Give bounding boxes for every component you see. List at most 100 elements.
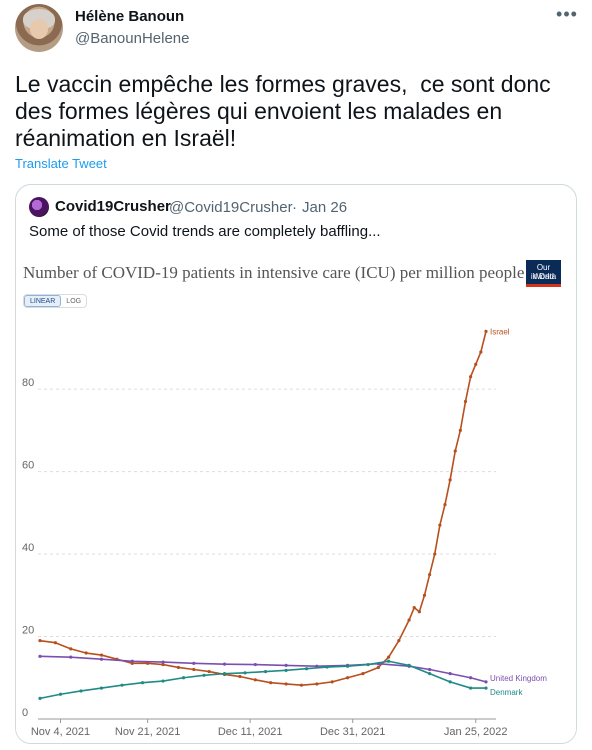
- series-point-united-kingdom-15: [469, 676, 473, 680]
- owid-logo: Our World in Data: [526, 260, 561, 287]
- series-point-united-kingdom-16: [484, 680, 488, 684]
- series-point-denmark-10: [243, 671, 247, 675]
- series-point-israel-18: [315, 682, 319, 686]
- series-point-united-kingdom-1: [69, 655, 73, 659]
- author-handle[interactable]: @BanounHelene: [75, 30, 190, 47]
- series-point-denmark-17: [386, 659, 391, 663]
- x-tick-label-0: Nov 4, 2021: [31, 726, 90, 738]
- more-horizontal-icon[interactable]: •••: [556, 4, 578, 24]
- series-point-denmark-11: [263, 669, 268, 674]
- series-point-denmark-15: [345, 664, 350, 668]
- y-tick-label-40: 40: [22, 542, 34, 554]
- series-point-israel-19: [330, 680, 334, 684]
- series-point-israel-34: [453, 449, 457, 453]
- series-point-israel-25: [407, 618, 411, 622]
- x-tick-label-3: Dec 31, 2021: [320, 726, 385, 738]
- series-point-israel-32: [443, 502, 447, 507]
- x-tick-label-1: Nov 21, 2021: [115, 726, 180, 738]
- series-point-denmark-7: [181, 676, 186, 680]
- quoted-tweet[interactable]: Covid19Crusher @Covid19Crusher · Jan 26 …: [15, 184, 577, 744]
- series-point-denmark-6: [161, 679, 165, 683]
- series-point-israel-24: [397, 639, 401, 643]
- series-point-denmark-9: [222, 672, 227, 676]
- series-point-israel-37: [469, 375, 473, 379]
- owid-logo-line1: Our World: [533, 263, 554, 281]
- x-tick-label-4: Jan 25, 2022: [444, 726, 508, 738]
- quoted-author-handle[interactable]: @Covid19Crusher: [169, 199, 293, 216]
- series-point-israel-35: [458, 428, 462, 432]
- quoted-text: Some of those Covid trends are completel…: [29, 223, 381, 240]
- series-point-denmark-21: [469, 686, 473, 690]
- quoted-date[interactable]: Jan 26: [302, 199, 348, 216]
- series-label-denmark: Denmark: [490, 688, 523, 697]
- series-point-united-kingdom-14: [448, 672, 452, 676]
- tweet-text: Le vaccin empêche les formes graves, ce …: [15, 71, 551, 151]
- series-line-israel: [39, 331, 487, 686]
- author-avatar[interactable]: [15, 4, 63, 52]
- log-toggle: LOG: [66, 298, 82, 305]
- y-tick-label-80: 80: [22, 377, 34, 389]
- series-point-israel-31: [438, 523, 442, 527]
- series-point-denmark-12: [284, 668, 288, 672]
- series-point-israel-13: [238, 674, 242, 679]
- series-point-denmark-18: [407, 663, 411, 667]
- series-point-united-kingdom-5: [192, 661, 196, 665]
- series-point-united-kingdom-0: [38, 654, 42, 658]
- series-point-israel-29: [428, 573, 432, 577]
- author-display-name[interactable]: Hélène Banoun: [75, 8, 185, 25]
- avatar-face: [30, 19, 48, 39]
- series-point-israel-1: [53, 641, 57, 645]
- y-tick-label-60: 60: [22, 460, 34, 472]
- series-point-united-kingdom-2: [99, 657, 104, 661]
- series-point-denmark-20: [448, 680, 452, 684]
- series-point-israel-28: [422, 593, 427, 597]
- series-point-israel-10: [192, 667, 196, 672]
- series-point-israel-39: [479, 350, 483, 354]
- series-point-denmark-19: [428, 672, 432, 676]
- series-point-israel-17: [299, 683, 304, 687]
- chart-title: Number of COVID-19 patients in intensive…: [23, 263, 525, 282]
- series-point-united-kingdom-13: [428, 667, 432, 672]
- series-point-israel-27: [417, 610, 421, 614]
- series-point-denmark-5: [140, 681, 145, 685]
- series-point-israel-7: [146, 661, 150, 665]
- series-label-united-kingdom: United Kingdom: [490, 674, 547, 683]
- series-point-israel-3: [84, 651, 88, 655]
- series-point-denmark-2: [79, 689, 83, 693]
- series-point-israel-16: [284, 682, 288, 686]
- chart-image[interactable]: 0 20 40 60 80 Nov 4, 2021 Nov 21, 2021 Dec 11, …: [16, 249, 576, 743]
- quoted-author-display-name[interactable]: Covid19Crusher: [55, 198, 171, 215]
- series-point-israel-21: [361, 672, 365, 676]
- series-point-israel-40: [484, 329, 488, 333]
- series-point-israel-26: [412, 606, 416, 610]
- series-point-denmark-22: [484, 686, 488, 690]
- quoted-author-avatar[interactable]: [29, 197, 49, 217]
- series-point-denmark-0: [38, 696, 42, 700]
- series-point-israel-33: [448, 478, 452, 482]
- series-point-israel-4: [99, 653, 104, 657]
- series-point-israel-11: [207, 669, 211, 674]
- series-point-israel-23: [386, 655, 391, 659]
- series-point-israel-20: [345, 676, 350, 680]
- series-point-denmark-4: [120, 683, 124, 687]
- series-line-denmark: [39, 660, 486, 700]
- series-point-denmark-8: [202, 673, 206, 677]
- series-point-israel-30: [433, 552, 437, 556]
- x-tick-label-2: Dec 11, 2021: [218, 726, 283, 738]
- translate-tweet-link[interactable]: Translate Tweet: [15, 156, 107, 171]
- series-point-israel-0: [38, 639, 42, 643]
- series-point-israel-22: [376, 665, 380, 670]
- series-point-israel-15: [269, 681, 273, 685]
- y-tick-label-0: 0: [22, 707, 28, 719]
- series-point-united-kingdom-6: [222, 662, 227, 666]
- series-point-denmark-14: [325, 665, 329, 669]
- owid-logo-line2: in Data: [530, 272, 557, 281]
- scale-toggle: LINEAR LOG: [23, 294, 88, 308]
- quoted-separator: ·: [292, 199, 297, 216]
- series-point-united-kingdom-4: [161, 660, 165, 664]
- series-point-israel-8: [161, 662, 165, 667]
- series-point-israel-36: [463, 399, 468, 404]
- icu-line-chart: 0 20 40 60 80 Nov 4, 2021 Nov 21, 2021 Dec 11, …: [22, 327, 547, 738]
- series-point-israel-9: [176, 665, 181, 670]
